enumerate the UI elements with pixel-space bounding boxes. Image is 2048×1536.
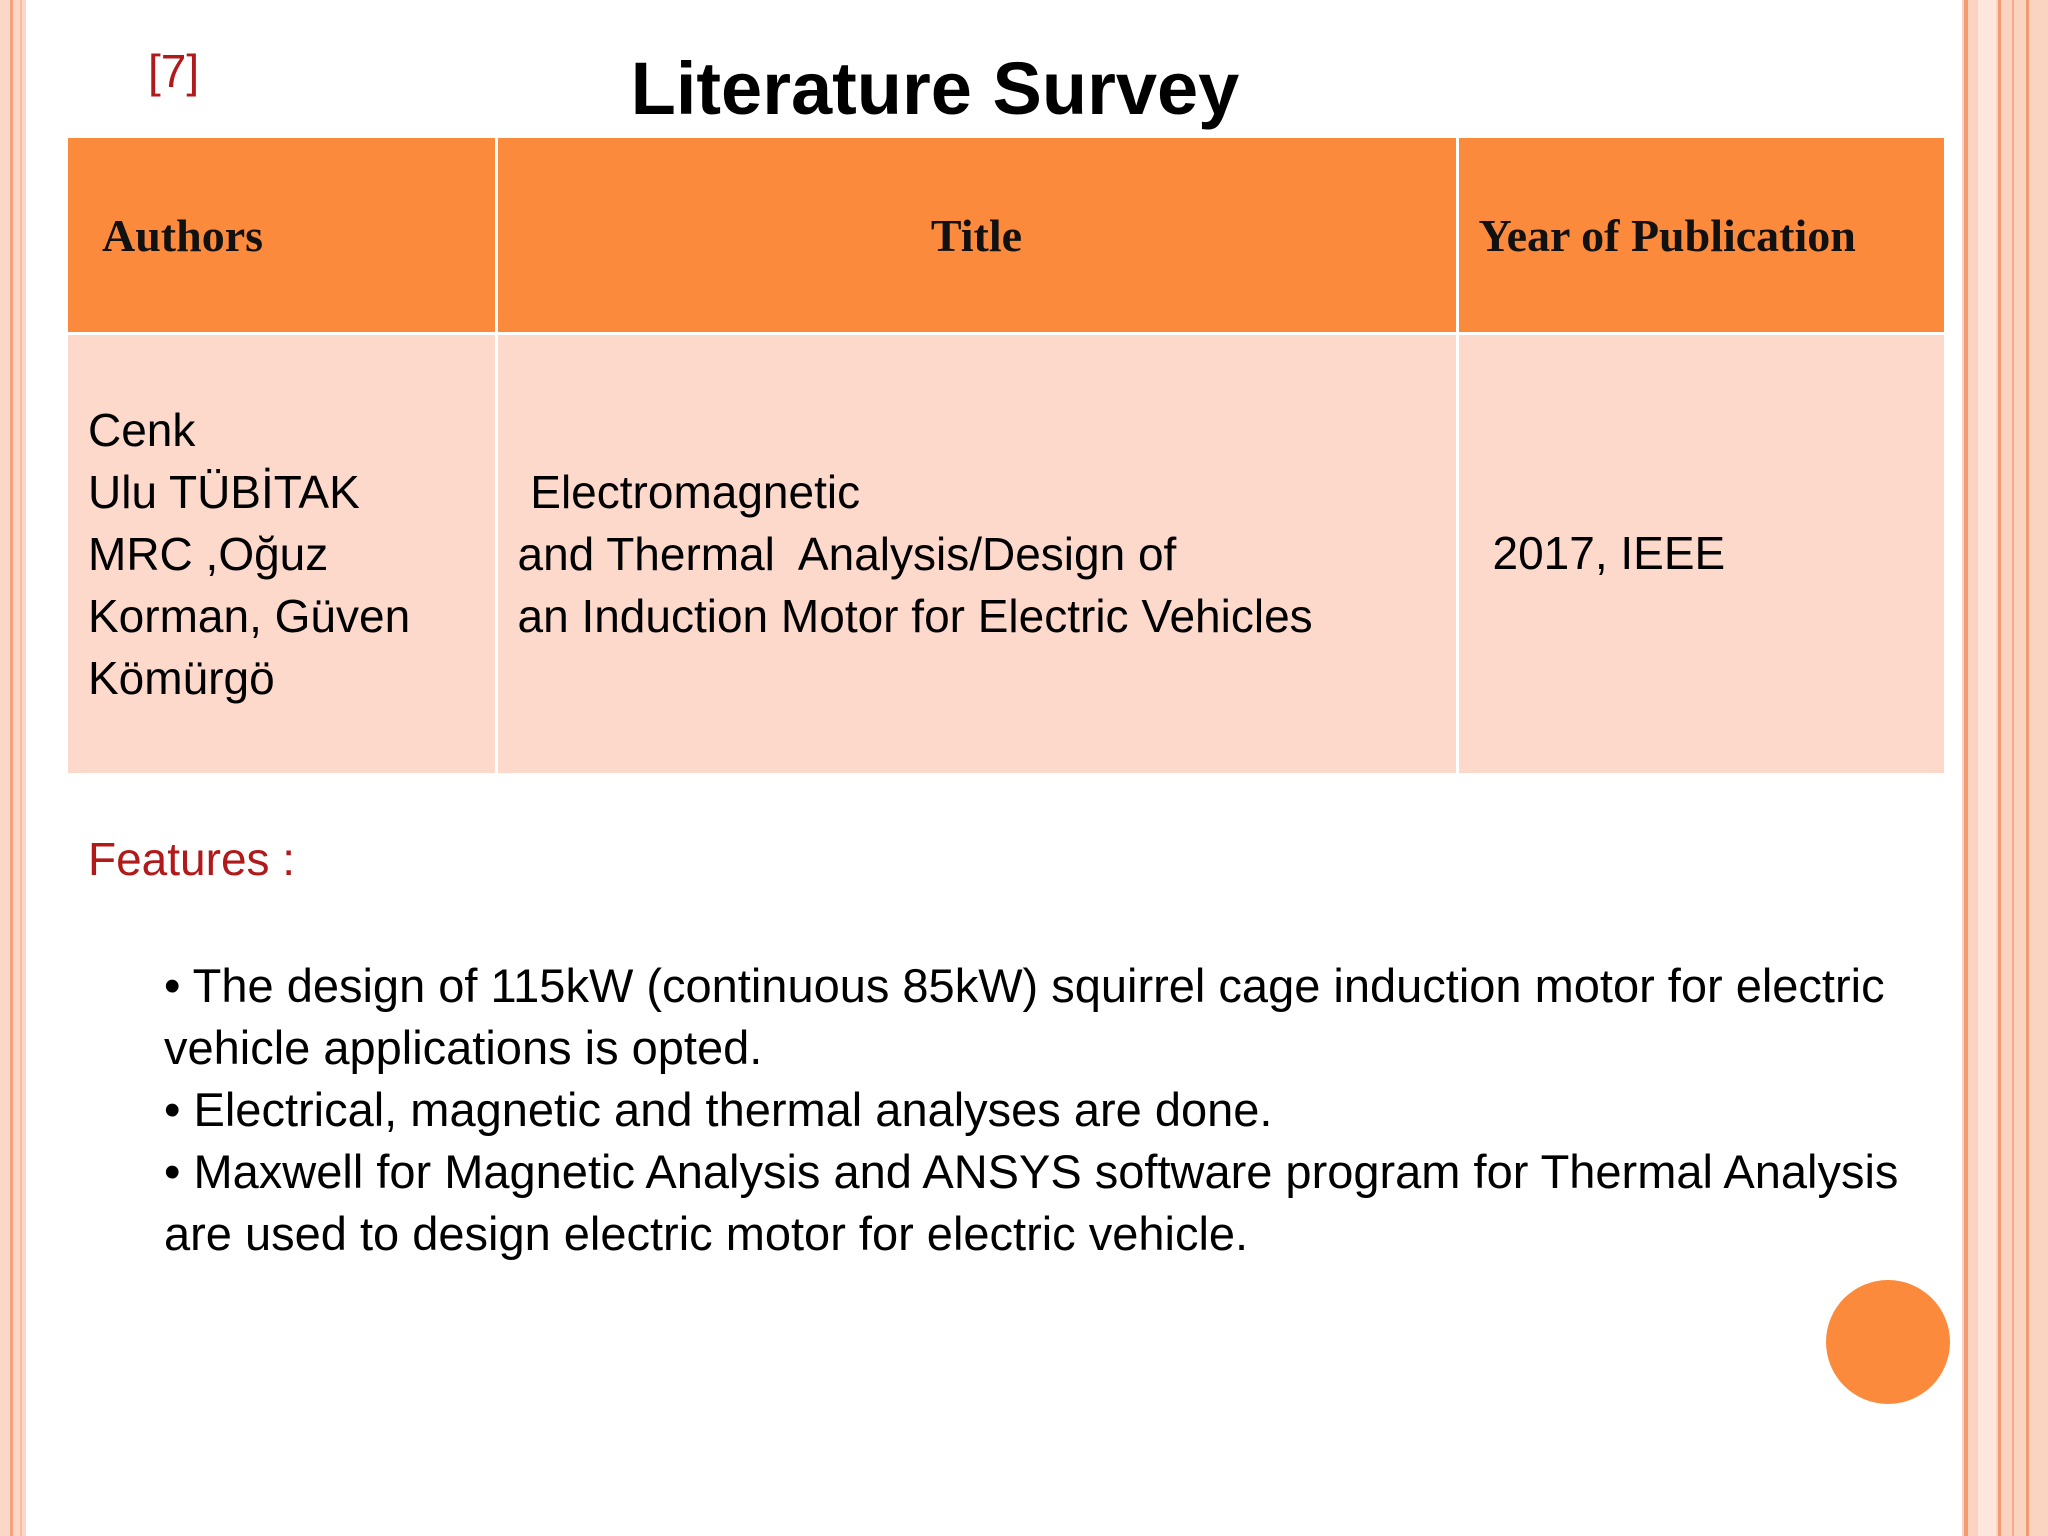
- list-item: • Maxwell for Magnetic Analysis and ANSY…: [164, 1145, 1899, 1260]
- slide-title: Literature Survey: [630, 47, 1240, 130]
- title-line: and Thermal Analysis/Design of: [517, 528, 1177, 580]
- table-header-row: Authors Title Year of Publication: [68, 138, 1944, 335]
- list-item: • The design of 115kW (continuous 85kW) …: [164, 959, 1885, 1074]
- header-title: Title: [496, 138, 1459, 335]
- right-border-line: [1998, 0, 2001, 1536]
- cell-title: Electromagnetic and Thermal Analysis/Des…: [496, 333, 1459, 773]
- features-list: • The design of 115kW (continuous 85kW) …: [164, 955, 1904, 1265]
- title-line: Electromagnetic: [517, 466, 861, 518]
- cell-authors: Cenk Ulu TÜBİTAK MRC ,Oğuz Korman, Güven…: [68, 333, 498, 773]
- reference-tag: [7]: [148, 45, 200, 97]
- author-line: Cenk: [88, 404, 196, 456]
- header-year: Year of Publication: [1457, 138, 1944, 335]
- right-border-line: [1964, 0, 1968, 1536]
- author-line: MRC ,Oğuz: [88, 528, 329, 580]
- left-border: [0, 0, 26, 1536]
- right-border-line: [2026, 0, 2029, 1536]
- title-line: an Induction Motor for Electric Vehicles: [517, 590, 1313, 642]
- author-line: Korman, Güven: [88, 590, 411, 642]
- header-authors: Authors: [68, 138, 498, 335]
- left-border-line: [10, 0, 13, 1536]
- literature-table: Authors Title Year of Publication Cenk U…: [68, 138, 1944, 773]
- author-line: Ulu TÜBİTAK: [88, 466, 360, 518]
- right-border-band: [1978, 0, 1996, 1536]
- right-border: [1962, 0, 2048, 1536]
- author-line: Kömürgö: [88, 652, 275, 704]
- table-row: Cenk Ulu TÜBİTAK MRC ,Oğuz Korman, Güven…: [68, 333, 1944, 773]
- right-border-line: [2012, 0, 2014, 1536]
- left-border-line-inner: [20, 0, 22, 1536]
- list-item: • Electrical, magnetic and thermal analy…: [164, 1083, 1273, 1136]
- cell-year: 2017, IEEE: [1457, 333, 1944, 773]
- decorative-circle: [1826, 1280, 1950, 1404]
- features-label: Features :: [88, 833, 296, 885]
